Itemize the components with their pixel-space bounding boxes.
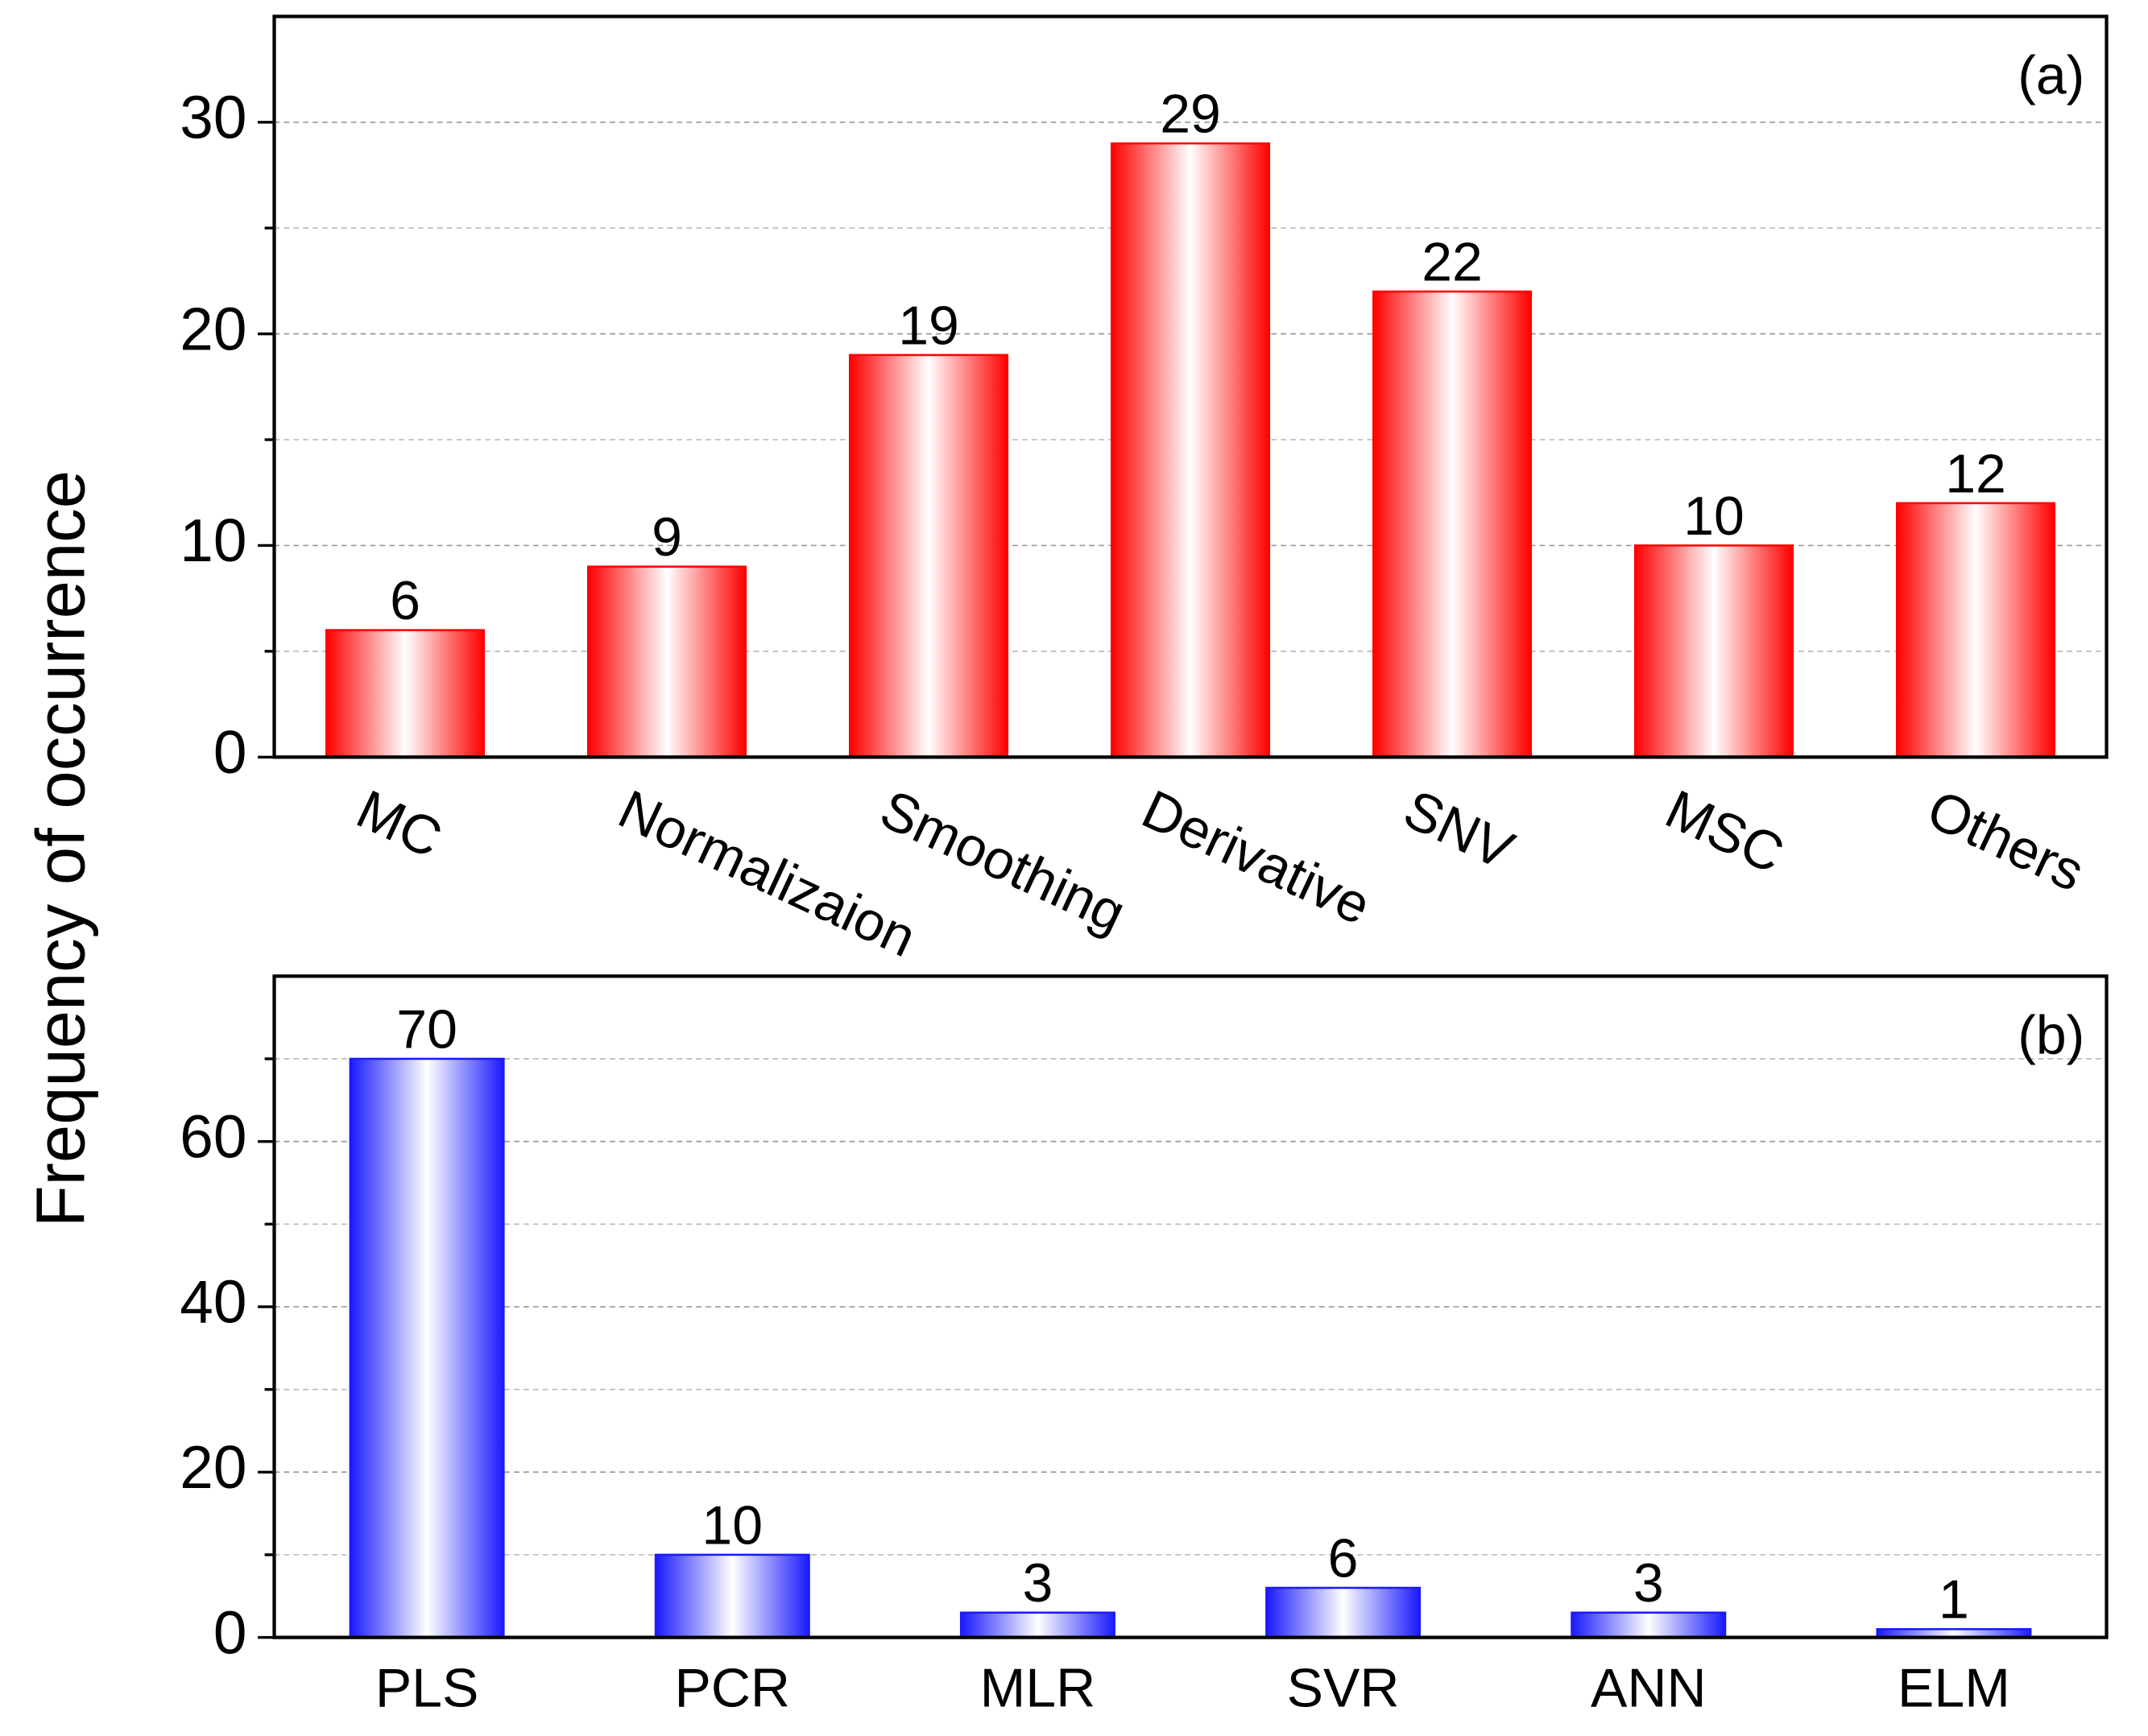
bar <box>325 629 486 758</box>
bar <box>586 565 747 758</box>
bar <box>1372 290 1533 758</box>
y-tick-label: 20 <box>180 295 246 362</box>
value-label: 1 <box>1939 1569 1969 1631</box>
value-label: 10 <box>1683 486 1744 547</box>
panel-label: (b) <box>2018 1005 2084 1066</box>
bar <box>1265 1586 1422 1639</box>
value-label: 6 <box>1328 1527 1359 1589</box>
value-label: 3 <box>1633 1552 1664 1614</box>
x-tick-label: MLR <box>980 1658 1096 1719</box>
x-tick-label: Normalizaion <box>610 779 925 969</box>
y-tick-label: 60 <box>180 1102 246 1170</box>
x-tick-label: ELM <box>1898 1658 2010 1719</box>
bar <box>654 1553 810 1639</box>
y-axis-title: Frequency of occurrence <box>23 470 100 1227</box>
y-tick-label: 40 <box>180 1268 246 1336</box>
bar <box>1571 1611 1727 1639</box>
value-label: 70 <box>396 998 457 1060</box>
y-tick-label: 0 <box>213 1598 247 1666</box>
bar <box>848 353 1009 758</box>
y-tick-label: 30 <box>180 84 246 151</box>
value-label: 22 <box>1422 231 1483 292</box>
bar <box>349 1057 505 1639</box>
x-tick-label: ANN <box>1591 1658 1707 1719</box>
plot-frame <box>272 974 2109 1639</box>
panel-label: (a) <box>2018 45 2084 106</box>
plot-frame <box>272 14 2109 759</box>
x-tick-label: Derivative <box>1133 779 1380 937</box>
y-tick-label: 10 <box>180 506 246 574</box>
value-label: 12 <box>1945 443 2006 504</box>
y-tick-label: 20 <box>180 1433 246 1501</box>
bar <box>1110 142 1271 758</box>
x-tick-label: MC <box>348 779 451 870</box>
x-tick-label: SVR <box>1287 1658 1400 1719</box>
value-label: 10 <box>702 1494 763 1556</box>
value-label: 29 <box>1160 83 1221 144</box>
bar <box>959 1611 1115 1639</box>
x-tick-label: SNV <box>1395 779 1523 882</box>
bar <box>1895 502 2056 758</box>
value-label: 3 <box>1023 1552 1053 1614</box>
value-label: 9 <box>652 506 682 568</box>
bar <box>1633 544 1794 758</box>
value-label: 19 <box>898 295 959 356</box>
y-tick-label: 0 <box>213 718 247 786</box>
x-tick-label: PCR <box>674 1658 790 1719</box>
x-tick-label: Others <box>1918 779 2093 903</box>
x-tick-label: MSC <box>1657 779 1793 886</box>
x-tick-label: PLS <box>375 1658 479 1719</box>
value-label: 6 <box>390 570 420 631</box>
